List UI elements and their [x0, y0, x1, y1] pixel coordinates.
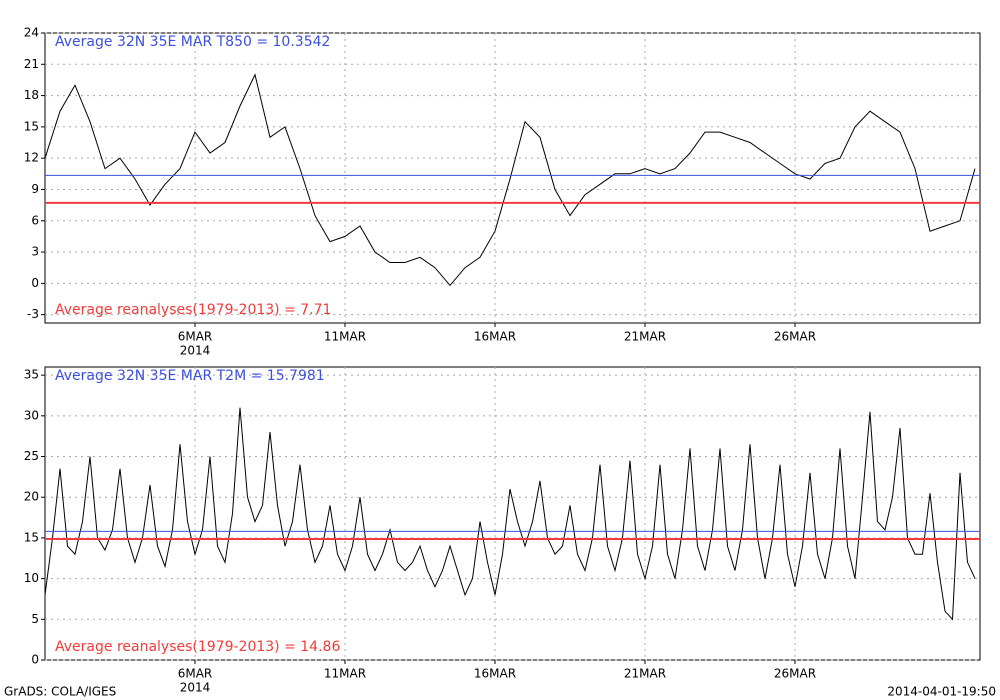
footer-left: GrADS: COLA/IGES: [4, 685, 116, 699]
x-tick-label: 21MAR: [624, 330, 666, 344]
plot-frame: [44, 366, 981, 661]
reference-label: Average reanalyses(1979-2013) = 14.86: [55, 639, 340, 655]
x-tick-label: 11MAR: [324, 330, 366, 344]
x-tick-label: 16MAR: [474, 667, 516, 681]
y-tick-label: 6: [31, 213, 39, 227]
x-tick-label: 16MAR: [474, 330, 516, 344]
data-line: [44, 73, 976, 287]
y-tick-label: 15: [24, 119, 39, 133]
y-tick-label: 35: [24, 368, 39, 382]
y-tick-label: 24: [24, 26, 39, 40]
y-tick-label: 5: [31, 612, 39, 626]
y-tick-label: 15: [24, 530, 39, 544]
data-line: [44, 407, 976, 621]
x-tick-label: 21MAR: [624, 667, 666, 681]
y-tick-label: 30: [24, 408, 39, 422]
y-tick-label: 18: [24, 88, 39, 102]
reference-label: Average 32N 35E MAR T850 = 10.3542: [55, 34, 330, 50]
plot-frame: [44, 32, 981, 324]
x-year-label: 2014: [180, 344, 211, 358]
y-tick-label: 20: [24, 490, 39, 504]
y-tick-label: 0: [31, 276, 39, 290]
footer-right: 2014-04-01-19:50: [887, 685, 996, 699]
y-tick-label: 3: [31, 245, 39, 259]
reference-label: Average 32N 35E MAR T2M = 15.7981: [55, 368, 325, 384]
x-tick-label: 26MAR: [774, 667, 816, 681]
x-tick-label: 6MAR: [178, 667, 213, 681]
x-year-label: 2014: [180, 681, 211, 695]
y-tick-label: 25: [24, 449, 39, 463]
y-tick-label: -3: [27, 307, 39, 321]
y-tick-label: 9: [31, 182, 39, 196]
y-tick-label: 12: [24, 151, 39, 165]
y-tick-label: 10: [24, 571, 39, 585]
x-tick-label: 6MAR: [178, 330, 213, 344]
y-tick-label: 21: [24, 57, 39, 71]
x-tick-label: 11MAR: [324, 667, 366, 681]
reference-label: Average reanalyses(1979-2013) = 7.71: [55, 302, 331, 318]
y-tick-label: 0: [31, 653, 39, 667]
x-tick-label: 26MAR: [774, 330, 816, 344]
